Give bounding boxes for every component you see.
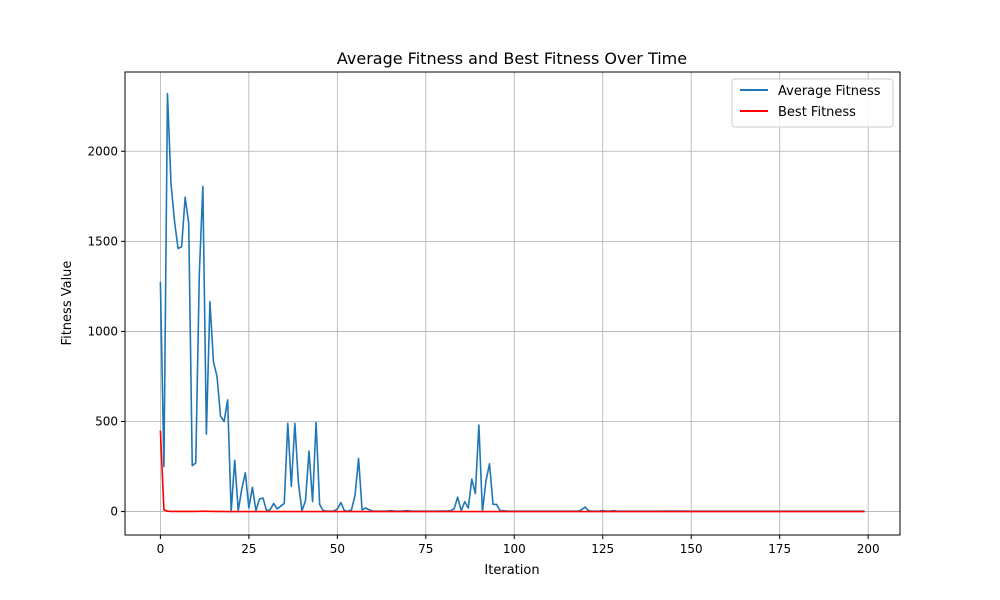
x-tick-label: 150 [680,542,703,556]
x-tick-label: 75 [418,542,433,556]
legend-label-average-fitness: Average Fitness [778,84,881,99]
y-axis-label: Fitness Value [60,261,75,346]
y-tick-label: 1000 [87,324,118,338]
chart-title: Average Fitness and Best Fitness Over Ti… [337,49,687,68]
x-tick-label: 125 [591,542,614,556]
legend: Average Fitness Best Fitness [731,78,894,128]
y-tick-label: 2000 [87,144,118,158]
legend-label-best-fitness: Best Fitness [778,105,856,120]
x-tick-label: 175 [768,542,791,556]
x-tick-label: 0 [157,542,165,556]
y-axis-ticks: 0 500 1000 1500 2000 [87,144,125,519]
legend-box [731,78,894,128]
y-tick-label: 1500 [87,234,118,248]
x-axis-label: Iteration [484,563,539,578]
y-tick-label: 0 [110,505,118,519]
y-tick-label: 500 [95,415,118,429]
plot-frame [124,71,901,536]
x-tick-label: 50 [330,542,345,556]
series-line-best-fitness [159,430,865,513]
gridlines [125,72,900,535]
data-series [159,92,865,513]
x-tick-label: 200 [857,542,880,556]
x-tick-label: 100 [503,542,526,556]
series-line-average-fitness [159,92,865,513]
x-tick-label: 25 [241,542,256,556]
x-axis-ticks: 0 25 50 75 100 125 150 175 200 [157,535,880,556]
